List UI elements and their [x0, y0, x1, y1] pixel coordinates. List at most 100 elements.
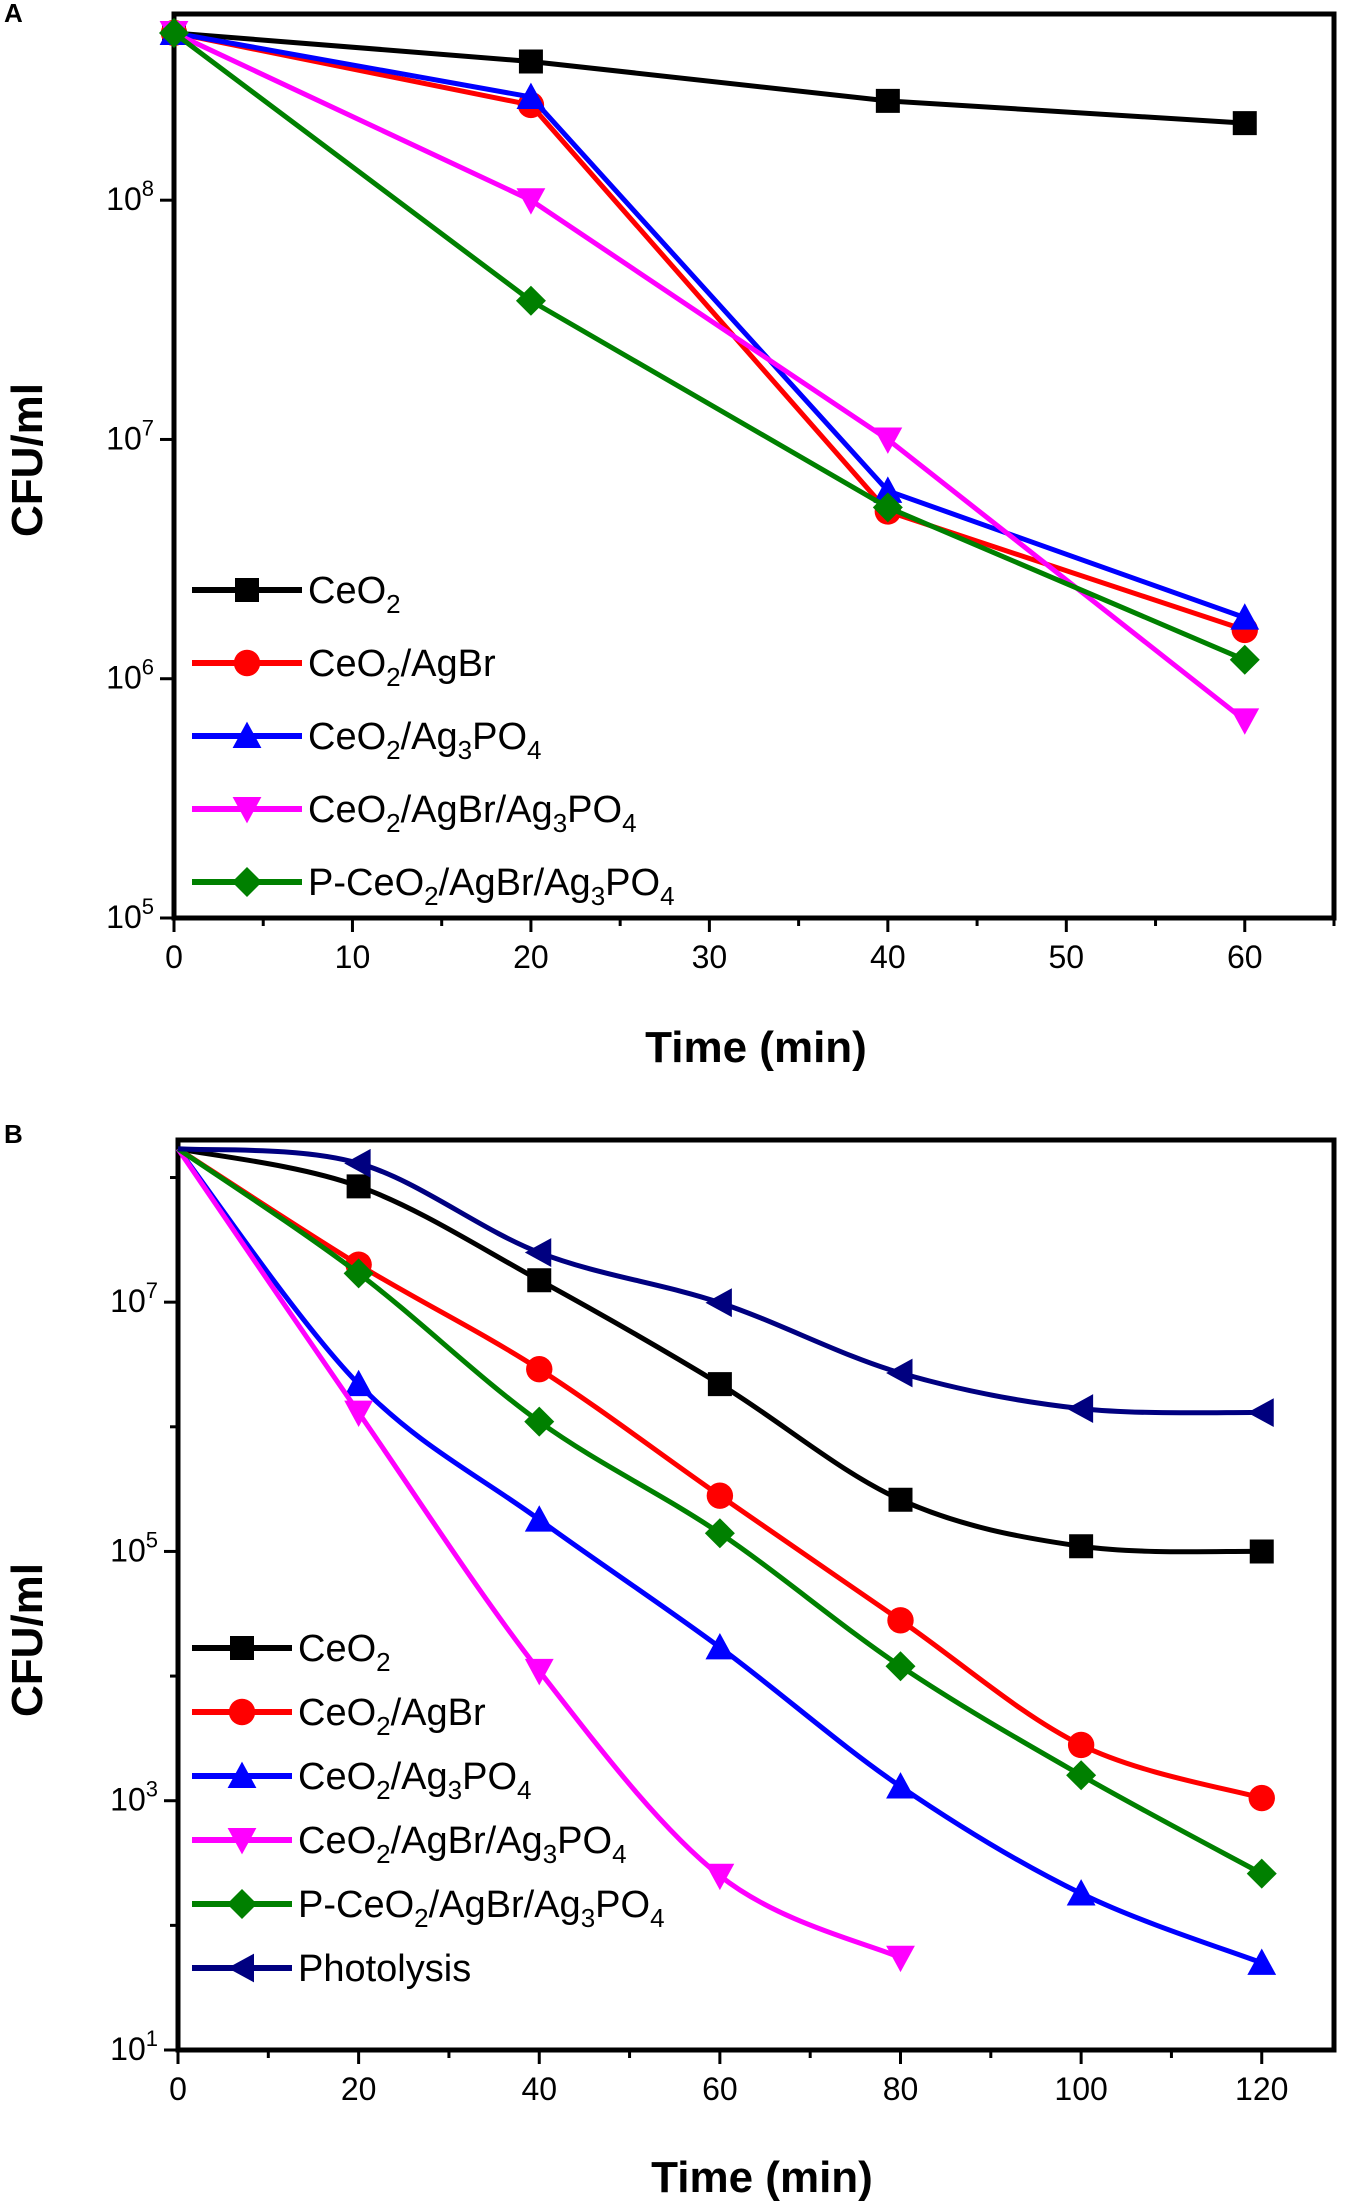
legend: CeO2 CeO2/AgBr CeO2/Ag3PO4 CeO2/AgBr/Ag3PO4…: [192, 570, 675, 911]
data-point-ceo2-agbr-ag3po4: [344, 1400, 374, 1427]
x-tick-label: 30: [692, 939, 728, 975]
series-ceo2: [177, 1146, 1274, 1564]
chart-panel-a: A 0 10 20 30 40 50 60 105 106 107 108 Time (min) CFU/…: [3, 0, 1337, 1072]
legend-marker-ceo2-agbr-ag3po4: [227, 1828, 257, 1855]
data-point-ceo2-agbr: [1067, 1731, 1095, 1759]
legend-marker-ceo2-ag3po4: [232, 721, 262, 748]
x-tick-label: 80: [883, 2071, 919, 2107]
legend-marker-p-ceo2-agbr-ag3po4: [227, 1889, 257, 1919]
x-tick-label: 20: [341, 2071, 377, 2107]
y-tick-label: 106: [106, 655, 154, 696]
legend-marker-photolysis: [227, 1953, 254, 1983]
data-point-ceo2-ag3po4: [1230, 603, 1260, 630]
data-point-ceo2-ag3po4: [886, 1772, 915, 1799]
x-axis-title: Time (min): [651, 2153, 873, 2202]
legend-marker-ceo2-agbr: [228, 1698, 256, 1726]
data-point-ceo2-agbr-ag3po4: [524, 1658, 554, 1686]
data-point-p-ceo2-agbr-ag3po4: [704, 1518, 735, 1549]
legend-marker-ceo2-agbr: [233, 649, 261, 677]
data-point-p-ceo2-agbr-ag3po4: [159, 17, 189, 48]
data-point-ceo2: [888, 1487, 913, 1512]
series-p-ceo2-agbr-ag3po4: [159, 17, 1260, 675]
series-photolysis: [177, 1146, 1274, 1427]
data-point-ceo2-agbr-ag3po4: [873, 427, 903, 454]
data-point-ceo2: [1069, 1534, 1094, 1559]
x-tick-label: 120: [1235, 2071, 1288, 2107]
data-point-ceo2: [346, 1174, 371, 1199]
legend-label-p-ceo2-agbr-ag3po4: P-CeO2/AgBr/Ag3PO4: [308, 862, 675, 911]
series-ceo2: [162, 20, 1257, 136]
y-tick-label: 107: [106, 415, 154, 456]
x-tick-label: 40: [521, 2071, 557, 2107]
data-point-p-ceo2-agbr-ag3po4: [515, 285, 546, 316]
data-point-ceo2-agbr: [526, 1355, 553, 1383]
data-point-p-ceo2-agbr-ag3po4: [872, 492, 903, 523]
data-point-ceo2-ag3po4: [516, 82, 546, 109]
data-point-ceo2: [1249, 1539, 1274, 1564]
data-point-photolysis: [1066, 1394, 1094, 1423]
data-point-ceo2-ag3po4: [524, 1505, 554, 1532]
data-point-ceo2-agbr: [706, 1482, 734, 1509]
series-line-ceo2-agbr-ag3po4: [175, 1147, 902, 1960]
y-tick-label: 103: [110, 1777, 158, 1818]
legend-marker-p-ceo2-agbr-ag3po4: [232, 867, 262, 897]
x-tick-label: 0: [169, 2071, 187, 2107]
legend-label-ceo2: CeO2: [298, 1628, 391, 1677]
legend-label-ceo2-agbr-ag3po4: CeO2/AgBr/Ag3PO4: [298, 1820, 627, 1869]
x-tick-label: 10: [335, 939, 371, 975]
legend-label-ceo2-agbr-ag3po4: CeO2/AgBr/Ag3PO4: [308, 789, 637, 838]
series-ceo2-agbr-ag3po4: [175, 1147, 915, 1973]
legend-label-photolysis: Photolysis: [298, 1948, 471, 1990]
data-point-photolysis: [344, 1148, 371, 1178]
series-line-p-ceo2-agbr-ag3po4: [172, 30, 1246, 663]
series-line-ceo2-ag3po4: [176, 1147, 1263, 1966]
data-point-ceo2-ag3po4: [1247, 1948, 1277, 1975]
legend-label-ceo2-agbr: CeO2/AgBr: [298, 1692, 486, 1741]
x-tick-label: 100: [1054, 2071, 1107, 2107]
x-tick-label: 20: [513, 939, 549, 975]
legend-marker-ceo2: [235, 578, 259, 602]
data-point-p-ceo2-agbr-ag3po4: [1066, 1760, 1097, 1791]
series-ceo2-ag3po4: [176, 1147, 1277, 1975]
chart-panel-b: B 0 20 40 60 80 100 120 101 103 105 107 Time (min) CF…: [3, 1119, 1337, 2202]
data-point-p-ceo2-agbr-ag3po4: [524, 1406, 555, 1437]
y-axis-title: CFU/ml: [3, 383, 52, 537]
x-tick-label: 40: [870, 939, 906, 975]
data-point-photolysis: [524, 1238, 552, 1267]
series-line-ceo2-ag3po4: [173, 30, 1246, 621]
data-point-photolysis: [886, 1358, 913, 1388]
legend-label-p-ceo2-agbr-ag3po4: P-CeO2/AgBr/Ag3PO4: [298, 1884, 665, 1933]
panel-label: B: [4, 1119, 23, 1149]
data-point-ceo2: [875, 88, 900, 113]
data-point-ceo2-agbr-ag3po4: [886, 1945, 915, 1973]
x-tick-label: 0: [165, 939, 183, 975]
data-point-ceo2-ag3po4: [344, 1369, 374, 1397]
data-point-p-ceo2-agbr-ag3po4: [885, 1651, 916, 1682]
legend-label-ceo2-ag3po4: CeO2/Ag3PO4: [298, 1756, 532, 1805]
legend-label-ceo2-agbr: CeO2/AgBr: [308, 643, 496, 692]
data-point-ceo2-ag3po4: [873, 476, 903, 503]
data-point-ceo2: [527, 1268, 552, 1293]
y-tick-label: 101: [110, 2026, 158, 2067]
y-tick-label: 107: [110, 1278, 158, 1319]
data-point-photolysis: [705, 1288, 732, 1318]
series-line-ceo2: [173, 30, 1245, 126]
data-point-ceo2-agbr-ag3po4: [516, 188, 546, 215]
data-point-ceo2-agbr: [1248, 1784, 1275, 1812]
panel-label: A: [4, 0, 23, 28]
series-line-ceo2-agbr: [173, 30, 1246, 633]
series-p-ceo2-agbr-ag3po4: [176, 1146, 1277, 1889]
data-point-ceo2: [707, 1372, 732, 1397]
legend-label-ceo2: CeO2: [308, 570, 401, 619]
data-point-ceo2: [1232, 111, 1257, 136]
x-tick-label: 50: [1049, 939, 1085, 975]
legend-marker-ceo2: [230, 1636, 254, 1660]
data-point-ceo2-agbr-ag3po4: [705, 1863, 735, 1891]
data-point-p-ceo2-agbr-ag3po4: [1229, 644, 1260, 675]
data-point-ceo2-agbr-ag3po4: [1230, 708, 1260, 735]
y-tick-label: 105: [106, 894, 154, 935]
data-point-ceo2-ag3po4: [705, 1632, 735, 1660]
legend-label-ceo2-ag3po4: CeO2/Ag3PO4: [308, 716, 542, 765]
legend-marker-ceo2-ag3po4: [227, 1761, 257, 1788]
